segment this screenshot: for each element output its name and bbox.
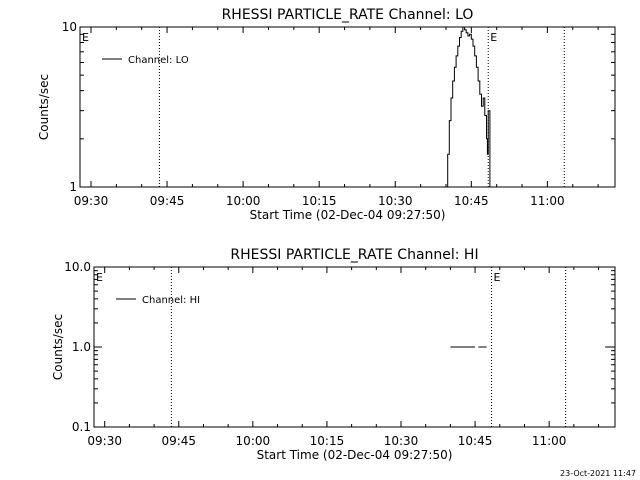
y-tick-label: 0.1 [72,420,91,434]
event-marker-label: E [82,31,89,44]
legend-label: Channel: LO [128,55,189,66]
plot-frame [93,266,616,428]
event-marker-label: E [490,31,497,44]
plot-frame [79,26,616,188]
x-tick-label: 10:15 [310,434,345,448]
x-tick-label: 09:45 [150,194,185,208]
y-axis-label: Counts/sec [37,74,51,140]
series-line [446,26,491,188]
x-tick-label: 10:45 [454,194,489,208]
x-tick-label: 10:30 [378,194,413,208]
x-tick-label: 09:30 [87,434,122,448]
y-tick-label: 1.0 [72,340,91,354]
x-tick-label: 09:30 [74,194,109,208]
y-tick-label: 10 [62,20,77,34]
x-axis-label: Start Time (02-Dec-04 09:27:50) [257,448,453,462]
y-tick-label: 10.0 [64,260,91,274]
x-tick-label: 10:45 [458,434,493,448]
x-tick-label: 10:00 [236,434,271,448]
chart-title: RHESSI PARTICLE_RATE Channel: LO [222,7,474,23]
y-axis-label: Counts/sec [51,314,65,380]
x-tick-label: 11:00 [532,434,567,448]
x-tick-label: 10:30 [384,434,419,448]
x-tick-label: 11:00 [530,194,565,208]
x-tick-label: 10:00 [226,194,261,208]
event-marker-label: E [96,271,103,284]
y-tick-label: 1 [69,180,77,194]
legend-label: Channel: HI [142,295,200,306]
x-tick-label: 10:15 [302,194,337,208]
event-marker-label: E [494,271,501,284]
x-tick-label: 09:45 [161,434,196,448]
x-axis-label: Start Time (02-Dec-04 09:27:50) [250,208,446,222]
chart-title: RHESSI PARTICLE_RATE Channel: HI [230,247,478,263]
timestamp-footer: 23-Oct-2021 11:47 [560,469,636,478]
